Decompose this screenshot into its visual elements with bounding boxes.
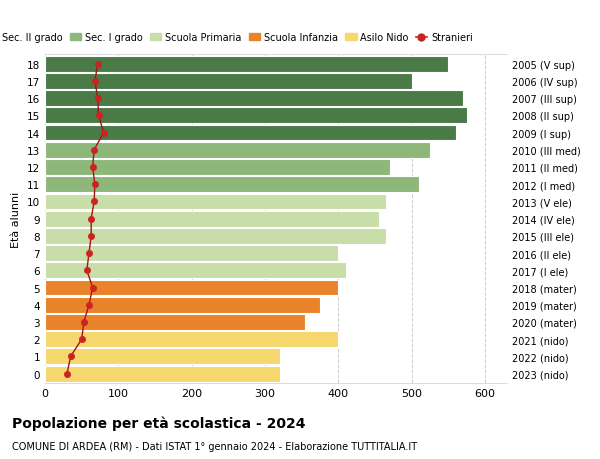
Bar [45,108,467,124]
Bar [45,229,386,244]
Bar [45,314,305,330]
Y-axis label: Età alunni: Età alunni [11,191,22,247]
Text: COMUNE DI ARDEA (RM) - Dati ISTAT 1° gennaio 2024 - Elaborazione TUTTITALIA.IT: COMUNE DI ARDEA (RM) - Dati ISTAT 1° gen… [12,441,417,451]
Bar [45,297,320,313]
Bar [45,366,280,382]
Bar [45,91,463,107]
Bar [45,263,346,279]
Bar [45,56,448,73]
Bar [45,280,338,296]
Bar [45,143,430,158]
Text: Popolazione per età scolastica - 2024: Popolazione per età scolastica - 2024 [12,415,305,430]
Bar [45,194,386,210]
Bar [45,211,379,227]
Bar [45,177,419,193]
Bar [45,246,338,262]
Bar [45,74,412,90]
Bar [45,331,338,347]
Y-axis label: Anni di nascita: Anni di nascita [597,178,600,260]
Bar [45,160,389,175]
Legend: Sec. II grado, Sec. I grado, Scuola Primaria, Scuola Infanzia, Asilo Nido, Stran: Sec. II grado, Sec. I grado, Scuola Prim… [0,29,477,47]
Bar [45,125,455,141]
Bar [45,349,280,364]
